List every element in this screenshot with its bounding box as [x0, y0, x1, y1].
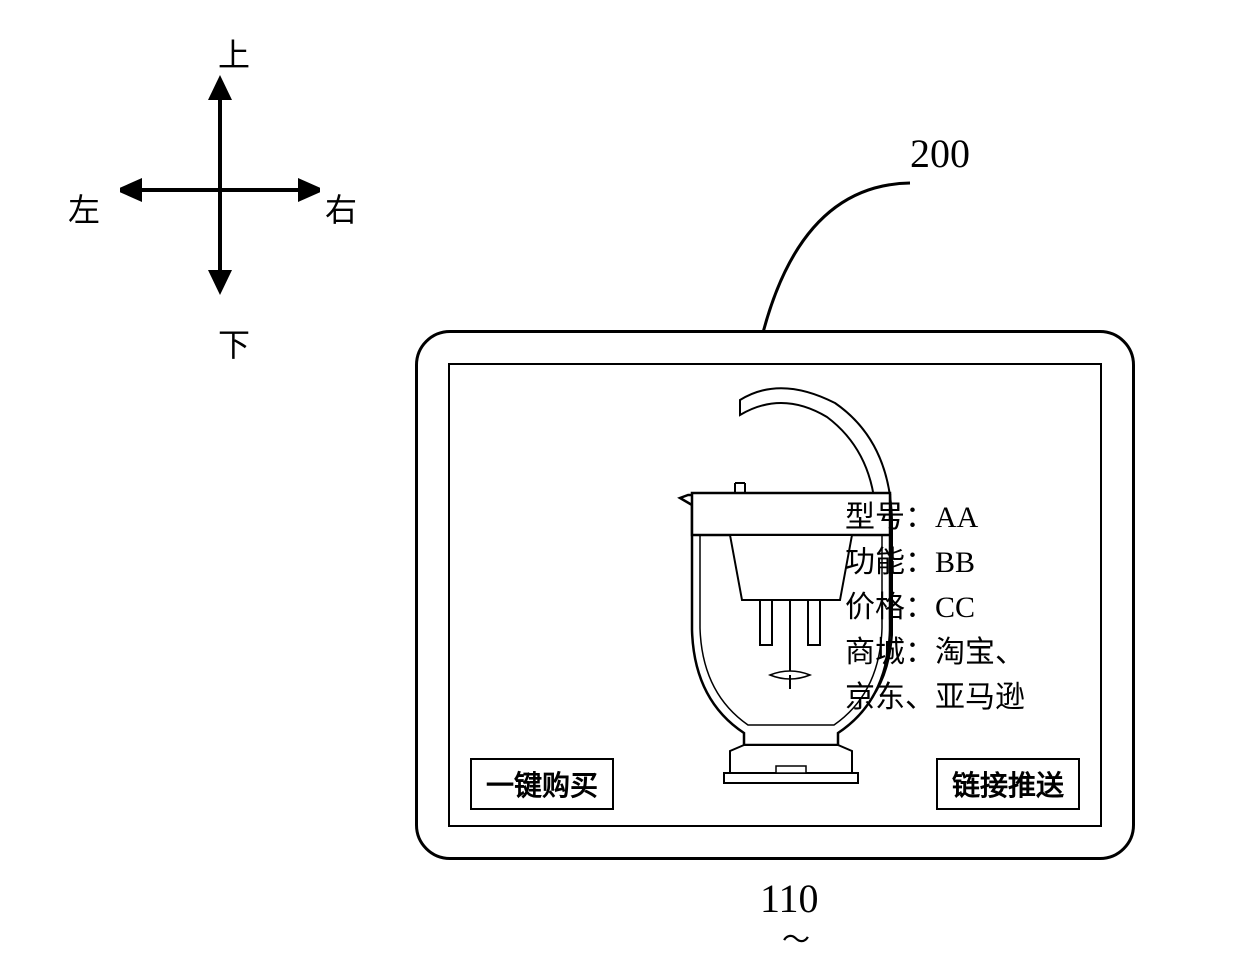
detail-value: AA — [935, 495, 978, 540]
product-details: 型号： AA 功能： BB 价格： CC 商城： 淘宝、 京东、亚马逊 — [845, 495, 1080, 720]
detail-row-function: 功能： BB — [845, 540, 1080, 585]
direction-compass: 上 下 左 右 — [60, 30, 360, 330]
detail-value: BB — [935, 540, 975, 585]
detail-value: 淘宝、 — [935, 630, 1025, 675]
display-panel-inner: 型号： AA 功能： BB 价格： CC 商城： 淘宝、 京东、亚马逊 一键购买… — [448, 363, 1102, 827]
callout-ref-110: 110 — [760, 875, 819, 922]
link-push-button[interactable]: 链接推送 — [936, 758, 1080, 810]
compass-down-label: 下 — [218, 320, 250, 366]
callout-ref-200: 200 — [910, 130, 970, 177]
detail-value: CC — [935, 585, 975, 630]
detail-label: 价格： — [845, 585, 935, 630]
callout-ref-110-tilde: ～ — [782, 918, 810, 958]
detail-row-model: 型号： AA — [845, 495, 1080, 540]
compass-arrows-svg — [120, 70, 320, 300]
display-panel-outer: 型号： AA 功能： BB 价格： CC 商城： 淘宝、 京东、亚马逊 一键购买… — [415, 330, 1135, 860]
detail-row-price: 价格： CC — [845, 585, 1080, 630]
compass-right-label: 右 — [325, 185, 357, 231]
compass-left-label: 左 — [68, 185, 100, 231]
detail-label: 商城： — [845, 630, 935, 675]
one-click-buy-button[interactable]: 一键购买 — [470, 758, 614, 810]
detail-value: 京东、亚马逊 — [845, 675, 1025, 720]
detail-row-mall: 商城： 淘宝、 — [845, 630, 1080, 675]
detail-label: 型号： — [845, 495, 935, 540]
detail-row-mall-cont: 京东、亚马逊 — [845, 675, 1080, 720]
compass-up-label: 上 — [218, 30, 250, 76]
detail-label: 功能： — [845, 540, 935, 585]
